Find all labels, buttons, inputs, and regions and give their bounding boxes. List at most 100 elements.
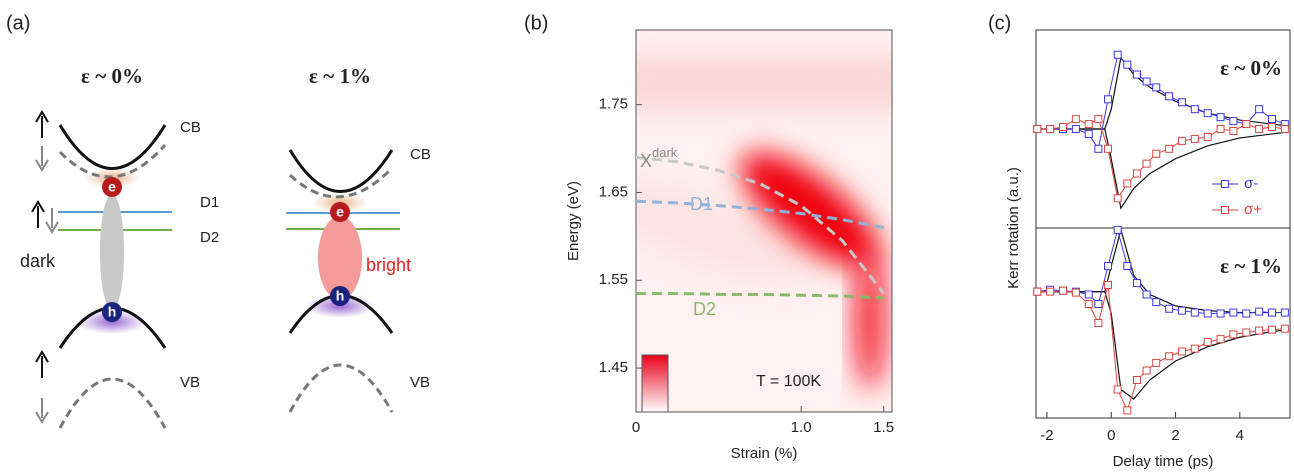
data-point — [1152, 298, 1161, 307]
data-point — [1165, 304, 1174, 313]
band-label: VB — [180, 374, 200, 391]
data-point — [1084, 300, 1093, 308]
data-point — [1216, 335, 1225, 344]
data-point — [1203, 309, 1212, 318]
series-name: D1 — [690, 194, 713, 214]
annotation: ε ~ 1% — [1220, 254, 1282, 278]
data-point — [1190, 308, 1199, 317]
data-point — [1242, 120, 1251, 129]
x-tick-label: 0 — [1107, 427, 1115, 444]
data-point — [1113, 225, 1122, 234]
data-point — [1229, 308, 1238, 317]
fit-line — [1037, 291, 1289, 400]
data-point — [1242, 328, 1251, 337]
plot-frame — [1035, 227, 1291, 419]
x-tick-label: 1.5 — [873, 419, 894, 436]
data-point — [1177, 136, 1186, 145]
x-axis-label: Delay time (ps) — [1113, 453, 1214, 470]
x-tick-label: 2 — [1171, 427, 1179, 444]
data-point — [1267, 123, 1276, 132]
series-line — [635, 155, 885, 295]
panel-label: (c) — [988, 12, 1011, 34]
data-point — [1255, 105, 1264, 114]
exciton-label: dark — [20, 251, 56, 271]
data-point — [1165, 92, 1174, 101]
series-line — [1037, 118, 1285, 200]
band-label: VB — [410, 374, 430, 391]
data-point — [1094, 115, 1103, 124]
series-line — [1037, 227, 1285, 315]
data-point — [1165, 144, 1174, 153]
band-label: D2 — [200, 229, 219, 246]
data-point — [1203, 109, 1212, 118]
data-point — [1132, 376, 1141, 384]
colorbar — [641, 354, 669, 413]
data-point — [1229, 126, 1238, 135]
x-tick-label: 4 — [1236, 427, 1244, 444]
data-point — [1280, 324, 1289, 333]
data-point — [1255, 125, 1264, 133]
legend-label: σ+ — [1244, 201, 1262, 218]
y-tick-label: 1.55 — [599, 271, 628, 288]
data-point — [1104, 95, 1113, 104]
data-point — [1132, 279, 1141, 288]
panel-label: (a) — [6, 12, 30, 34]
data-point — [1242, 309, 1251, 318]
data-point — [1216, 125, 1225, 133]
data-point — [1177, 98, 1186, 107]
data-point — [1033, 287, 1042, 296]
legend-marker — [1221, 206, 1229, 214]
y-tick-label: 1.65 — [599, 183, 628, 200]
data-point — [1142, 366, 1151, 375]
x-tick-label: -2 — [1040, 427, 1053, 444]
data-point — [1113, 194, 1122, 203]
data-point — [1203, 132, 1212, 141]
data-point — [1084, 129, 1093, 138]
data-point — [1142, 77, 1151, 86]
data-point — [1203, 338, 1212, 346]
data-point — [1190, 105, 1199, 114]
data-point — [1216, 113, 1225, 122]
series-label: D2 — [693, 299, 716, 319]
data-point — [1255, 307, 1264, 316]
data-point — [1071, 115, 1080, 124]
data-point — [1104, 281, 1113, 289]
data-point — [1152, 83, 1161, 92]
series-line — [635, 199, 885, 230]
x-tick-label: 1.0 — [791, 419, 812, 436]
series-line — [1037, 53, 1286, 151]
series-label: D1 — [690, 194, 713, 214]
bands — [31, 110, 400, 429]
x-tick-label: 0 — [632, 419, 640, 436]
annotation: T = 100K — [756, 373, 821, 390]
data-point — [1177, 306, 1186, 315]
data-point — [1094, 144, 1103, 153]
data-point — [1071, 288, 1080, 297]
data-point — [1033, 125, 1042, 133]
data-point — [1142, 290, 1151, 299]
data-point — [1267, 115, 1276, 124]
data-point — [1152, 358, 1161, 367]
data-point — [1267, 308, 1276, 317]
data-point — [1046, 287, 1055, 296]
data-point — [1071, 125, 1080, 133]
data-point — [1190, 344, 1199, 353]
electron: e — [336, 204, 344, 220]
data-point — [1280, 308, 1289, 317]
data-point — [1059, 286, 1068, 295]
data-point — [1113, 50, 1122, 59]
annotation: ε ~ 0% — [1220, 56, 1282, 80]
series-name-sup: dark — [652, 145, 678, 160]
data-point — [1255, 326, 1264, 335]
data-point — [1059, 123, 1068, 132]
data-point — [1123, 406, 1132, 415]
series-line — [1037, 284, 1285, 412]
data-point — [1123, 179, 1132, 188]
fit-line — [1037, 56, 1289, 130]
data-point — [1229, 117, 1238, 126]
legend-label: σ- — [1244, 175, 1258, 192]
y-tick-label: 1.45 — [599, 359, 628, 376]
data-point — [1094, 319, 1103, 327]
data-point — [1084, 120, 1093, 129]
